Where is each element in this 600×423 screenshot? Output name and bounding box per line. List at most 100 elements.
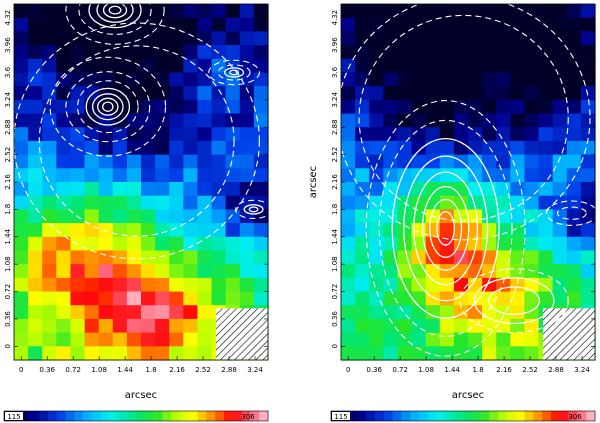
heatmap-cell [225,154,241,169]
heatmap-cell [369,4,384,19]
heatmap-cell [14,182,29,197]
heatmap-cell [580,113,596,128]
heatmap-cell [126,236,142,252]
heatmap-cell [56,250,72,265]
heatmap-cell [84,86,100,101]
contour-line [97,97,119,116]
heatmap-cell [355,72,370,87]
heatmap-cell [56,17,72,32]
heatmap-cell [84,4,100,19]
heatmap-cell [369,113,384,128]
heatmap-cell [14,291,29,306]
heatmap-cell [468,17,483,32]
colorbar-swatch [48,411,58,421]
heatmap-cell [126,154,142,169]
heatmap-cell [524,127,540,142]
heatmap-cell [439,113,455,128]
heatmap-cell [70,277,86,293]
heatmap-cell [169,332,184,347]
heatmap-cell [397,86,413,101]
heatmap-cell [239,113,255,128]
colorbar-swatch [489,411,499,421]
heatmap-cell [42,58,57,74]
heatmap-cell [383,236,399,252]
heatmap-cell [355,264,370,279]
colorbar-swatch [419,411,429,421]
heatmap-cell [538,99,554,115]
heatmap-cell [580,72,596,87]
heatmap-cell [211,223,227,238]
heatmap-cell [355,291,370,306]
heatmap-cell [141,209,156,224]
heatmap-cell [355,140,370,156]
heatmap-cell [70,264,86,279]
heatmap-cell [169,291,184,306]
heatmap-cell [496,223,511,238]
left-heatmap [14,4,269,361]
heatmap-cell [98,318,114,334]
contour-line [421,185,470,271]
heatmap-cell [580,45,596,60]
heatmap-cell [468,127,483,142]
heatmap-cell [552,45,568,60]
heatmap-cell [369,86,384,101]
heatmap-cell [524,346,540,361]
heatmap-cell [482,113,497,128]
heatmap-cell [510,332,526,347]
heatmap-cell [141,127,156,142]
heatmap-cell [155,4,170,19]
heatmap-cell [510,86,526,101]
heatmap-cell [70,17,86,32]
colorbar-swatch [445,411,455,421]
heatmap-cell [28,318,43,334]
contour-line [108,5,122,15]
heatmap-cell [397,318,413,334]
heatmap-cell [197,154,213,169]
heatmap-cell [341,154,356,169]
heatmap-cell [98,45,114,60]
contour-line [102,4,128,19]
x-tick-label: 1.8 [473,366,484,374]
heatmap-cell [383,45,399,60]
heatmap-cell [28,195,43,210]
heatmap-cell [56,4,72,19]
heatmap-cell [496,291,511,306]
heatmap-cell [524,113,540,128]
y-tick-label: 2.52 [4,147,12,163]
heatmap-cell [369,127,384,142]
heatmap-cell [211,250,227,265]
heatmap-cell [383,31,399,46]
heatmap-cell [14,250,29,265]
heatmap-cell [211,154,227,169]
heatmap-cell [538,195,554,210]
contour-line [102,101,114,112]
heatmap-cell [355,17,370,32]
heatmap-cell [524,4,540,19]
y-tick-label: 3.24 [331,92,339,108]
heatmap-cell [211,236,227,252]
heatmap-cell [425,31,441,46]
heatmap-cell [439,72,455,87]
heatmap-cell [239,182,255,197]
heatmap-cell [126,332,142,347]
heatmap-cell [524,168,540,183]
heatmap-cell [482,31,497,46]
heatmap-cell [411,99,427,115]
y-tick-label: 3.24 [4,92,12,108]
heatmap-cell [112,31,128,46]
heatmap-cell [524,195,540,210]
heatmap-cell [28,291,43,306]
heatmap-cell [169,86,184,101]
heatmap-cell [355,250,370,265]
heatmap-cell [56,264,72,279]
heatmap-cell [341,86,356,101]
heatmap-cell [169,250,184,265]
heatmap-cell [369,277,384,293]
heatmap-cell [183,17,199,32]
y-tick-label: 2.16 [4,174,12,190]
colorbar-swatch [259,411,269,421]
heatmap-cell [411,305,427,320]
right-colorbar: 115 306 [330,410,596,422]
heatmap-cell [453,113,469,128]
colorbar-swatch [162,411,172,421]
